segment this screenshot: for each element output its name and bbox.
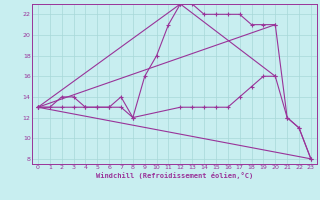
X-axis label: Windchill (Refroidissement éolien,°C): Windchill (Refroidissement éolien,°C) <box>96 172 253 179</box>
